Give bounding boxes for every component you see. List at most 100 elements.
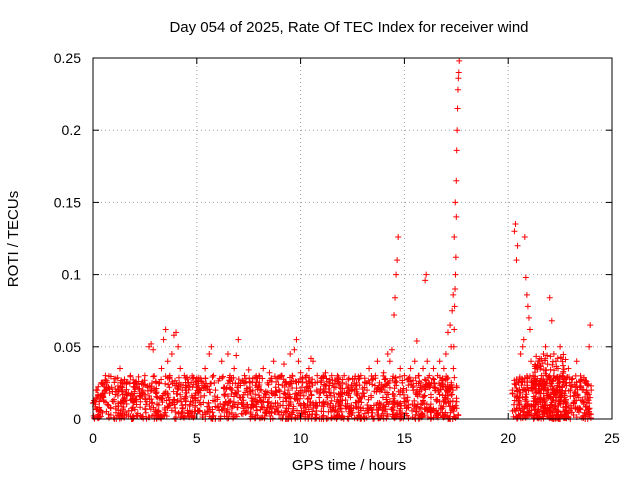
data-point bbox=[528, 358, 535, 365]
data-point bbox=[240, 378, 247, 385]
y-tick-labels: 0 0.05 0.1 0.15 0.2 0.25 bbox=[54, 50, 81, 427]
data-point bbox=[240, 391, 247, 398]
data-point bbox=[587, 322, 594, 329]
data-point bbox=[320, 387, 327, 394]
data-point bbox=[95, 411, 102, 418]
data-point bbox=[569, 375, 576, 382]
data-point bbox=[306, 395, 313, 402]
data-point bbox=[177, 365, 184, 372]
data-point bbox=[277, 415, 284, 422]
data-point bbox=[525, 387, 532, 394]
data-point bbox=[431, 407, 438, 414]
data-point bbox=[355, 398, 362, 405]
data-point bbox=[521, 404, 528, 411]
data-point bbox=[170, 388, 177, 395]
data-point bbox=[451, 374, 458, 381]
data-point bbox=[98, 379, 105, 386]
data-point bbox=[423, 271, 430, 278]
data-point bbox=[449, 391, 456, 398]
data-point bbox=[542, 343, 549, 350]
data-point bbox=[545, 394, 552, 401]
data-point bbox=[268, 375, 275, 382]
data-point bbox=[538, 363, 545, 370]
data-point bbox=[543, 367, 550, 374]
data-point bbox=[220, 373, 227, 380]
data-point bbox=[450, 291, 457, 298]
data-point bbox=[183, 390, 190, 397]
data-point bbox=[126, 380, 133, 387]
data-point bbox=[106, 390, 113, 397]
data-point bbox=[419, 383, 426, 390]
data-point bbox=[344, 415, 351, 422]
data-point bbox=[258, 414, 265, 421]
data-point bbox=[331, 377, 338, 384]
data-point bbox=[251, 398, 258, 405]
data-point bbox=[514, 242, 521, 249]
data-point bbox=[202, 375, 209, 382]
data-point bbox=[249, 375, 256, 382]
data-point bbox=[121, 395, 128, 402]
data-point bbox=[397, 365, 404, 372]
y-tick-label: 0.15 bbox=[54, 194, 81, 210]
data-point bbox=[313, 387, 320, 394]
data-point bbox=[392, 294, 399, 301]
data-point bbox=[313, 407, 320, 414]
data-point bbox=[344, 400, 351, 407]
data-point bbox=[379, 394, 386, 401]
data-point bbox=[365, 405, 372, 412]
data-point bbox=[374, 400, 381, 407]
data-point bbox=[179, 408, 186, 415]
data-point bbox=[355, 403, 362, 410]
data-point bbox=[368, 413, 375, 420]
data-point bbox=[148, 383, 155, 390]
y-tick-label: 0.05 bbox=[54, 339, 81, 355]
data-point bbox=[234, 404, 241, 411]
data-point bbox=[334, 375, 341, 382]
y-axis-label: ROTI / TECUs bbox=[5, 191, 22, 287]
data-point bbox=[262, 388, 269, 395]
data-point bbox=[432, 387, 439, 394]
data-point bbox=[586, 343, 593, 350]
data-point bbox=[421, 392, 428, 399]
data-point bbox=[568, 409, 575, 416]
data-point bbox=[121, 398, 128, 405]
data-point bbox=[400, 385, 407, 392]
data-point bbox=[299, 379, 306, 386]
data-point bbox=[404, 397, 411, 404]
data-point bbox=[287, 380, 294, 387]
data-point bbox=[157, 394, 164, 401]
data-point bbox=[567, 387, 574, 394]
data-point bbox=[574, 386, 581, 393]
data-point bbox=[585, 397, 592, 404]
data-point bbox=[577, 406, 584, 413]
data-point bbox=[433, 396, 440, 403]
data-point bbox=[231, 365, 238, 372]
x-axis-label: GPS time / hours bbox=[292, 457, 406, 474]
data-point bbox=[305, 387, 312, 394]
data-point bbox=[223, 408, 230, 415]
data-point bbox=[399, 379, 406, 386]
data-point bbox=[335, 399, 342, 406]
data-point bbox=[538, 382, 545, 389]
data-point bbox=[357, 395, 364, 402]
data-point bbox=[96, 404, 103, 411]
data-point bbox=[581, 409, 588, 416]
data-point bbox=[562, 387, 569, 394]
data-point bbox=[235, 336, 242, 343]
data-point bbox=[554, 389, 561, 396]
data-point bbox=[560, 362, 567, 369]
data-point bbox=[112, 403, 119, 410]
data-point bbox=[214, 394, 221, 401]
data-point bbox=[308, 391, 315, 398]
data-point bbox=[112, 386, 119, 393]
data-point bbox=[177, 391, 184, 398]
data-point bbox=[256, 394, 263, 401]
data-point bbox=[542, 355, 549, 362]
data-point bbox=[206, 404, 213, 411]
data-point bbox=[97, 407, 104, 414]
data-point bbox=[266, 369, 273, 376]
data-point bbox=[513, 384, 520, 391]
data-point bbox=[265, 399, 272, 406]
data-point bbox=[91, 414, 98, 421]
plot-frame bbox=[92, 57, 613, 420]
